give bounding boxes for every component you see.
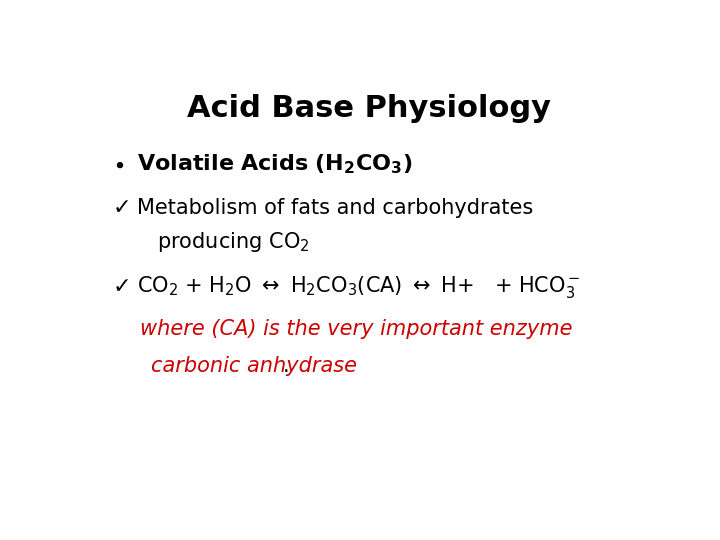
Text: producing CO$_2$: producing CO$_2$ xyxy=(157,230,310,253)
Text: Metabolism of fats and carbohydrates: Metabolism of fats and carbohydrates xyxy=(138,198,534,218)
Text: CO$_2$ + H$_2$O $\leftrightarrow$ H$_2$CO$_3$(CA) $\leftrightarrow$ H+   + HCO$_: CO$_2$ + H$_2$O $\leftrightarrow$ H$_2$C… xyxy=(138,274,581,300)
Text: .: . xyxy=(282,356,289,376)
Text: carbonic anhydrase: carbonic anhydrase xyxy=(151,356,357,376)
Text: Acid Base Physiology: Acid Base Physiology xyxy=(187,94,551,123)
Text: where (CA) is the very important enzyme: where (CA) is the very important enzyme xyxy=(140,319,572,339)
Text: $\mathbf{Volatile\ Acids\ (H_2CO_3)}$: $\mathbf{Volatile\ Acids\ (H_2CO_3)}$ xyxy=(138,153,413,177)
Text: $\bullet$: $\bullet$ xyxy=(112,154,125,174)
Text: ✓: ✓ xyxy=(112,198,131,218)
Text: ✓: ✓ xyxy=(112,277,131,297)
